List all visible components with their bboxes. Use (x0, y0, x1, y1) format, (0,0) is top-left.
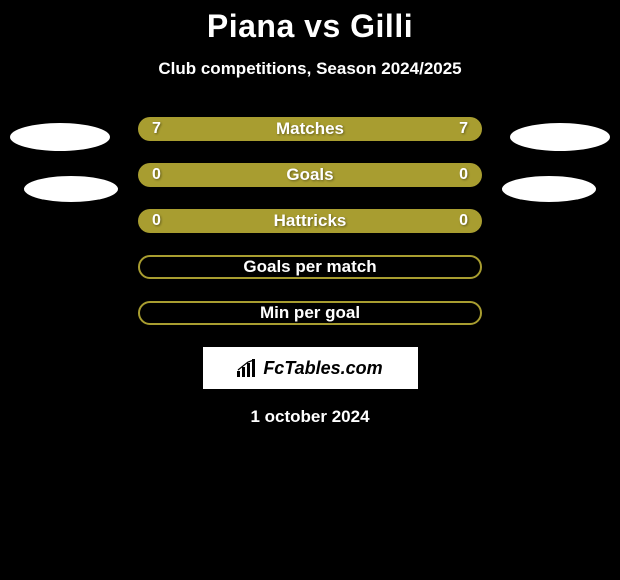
stat-row-matches: 7 Matches 7 (138, 117, 482, 141)
page-subtitle: Club competitions, Season 2024/2025 (0, 59, 620, 79)
stat-label: Matches (276, 119, 344, 139)
ellipse-decoration-left-1 (10, 123, 110, 151)
stat-label: Goals (286, 165, 333, 185)
ellipse-decoration-left-2 (24, 176, 118, 202)
stat-label: Goals per match (243, 257, 376, 277)
stat-row-hattricks: 0 Hattricks 0 (138, 209, 482, 233)
stat-value-left: 7 (152, 120, 161, 138)
ellipse-decoration-right-2 (502, 176, 596, 202)
logo-box: FcTables.com (203, 347, 418, 389)
stat-value-right: 7 (459, 120, 468, 138)
main-container: Piana vs Gilli Club competitions, Season… (0, 0, 620, 427)
ellipse-decoration-right-1 (510, 123, 610, 151)
stat-bar: 0 Goals 0 (138, 163, 482, 187)
date-label: 1 october 2024 (0, 407, 620, 427)
stat-row-goals-per-match: Goals per match (138, 255, 482, 279)
stat-bar: Goals per match (138, 255, 482, 279)
chart-icon (237, 359, 259, 377)
page-title: Piana vs Gilli (0, 8, 620, 45)
stat-row-goals: 0 Goals 0 (138, 163, 482, 187)
stat-row-min-per-goal: Min per goal (138, 301, 482, 325)
stat-label: Min per goal (260, 303, 360, 323)
stat-value-right: 0 (459, 166, 468, 184)
stat-value-left: 0 (152, 166, 161, 184)
stat-label: Hattricks (274, 211, 347, 231)
stat-value-right: 0 (459, 212, 468, 230)
stat-bar: 0 Hattricks 0 (138, 209, 482, 233)
logo-text: FcTables.com (263, 358, 382, 379)
stat-value-left: 0 (152, 212, 161, 230)
stat-bar: 7 Matches 7 (138, 117, 482, 141)
stat-bar: Min per goal (138, 301, 482, 325)
